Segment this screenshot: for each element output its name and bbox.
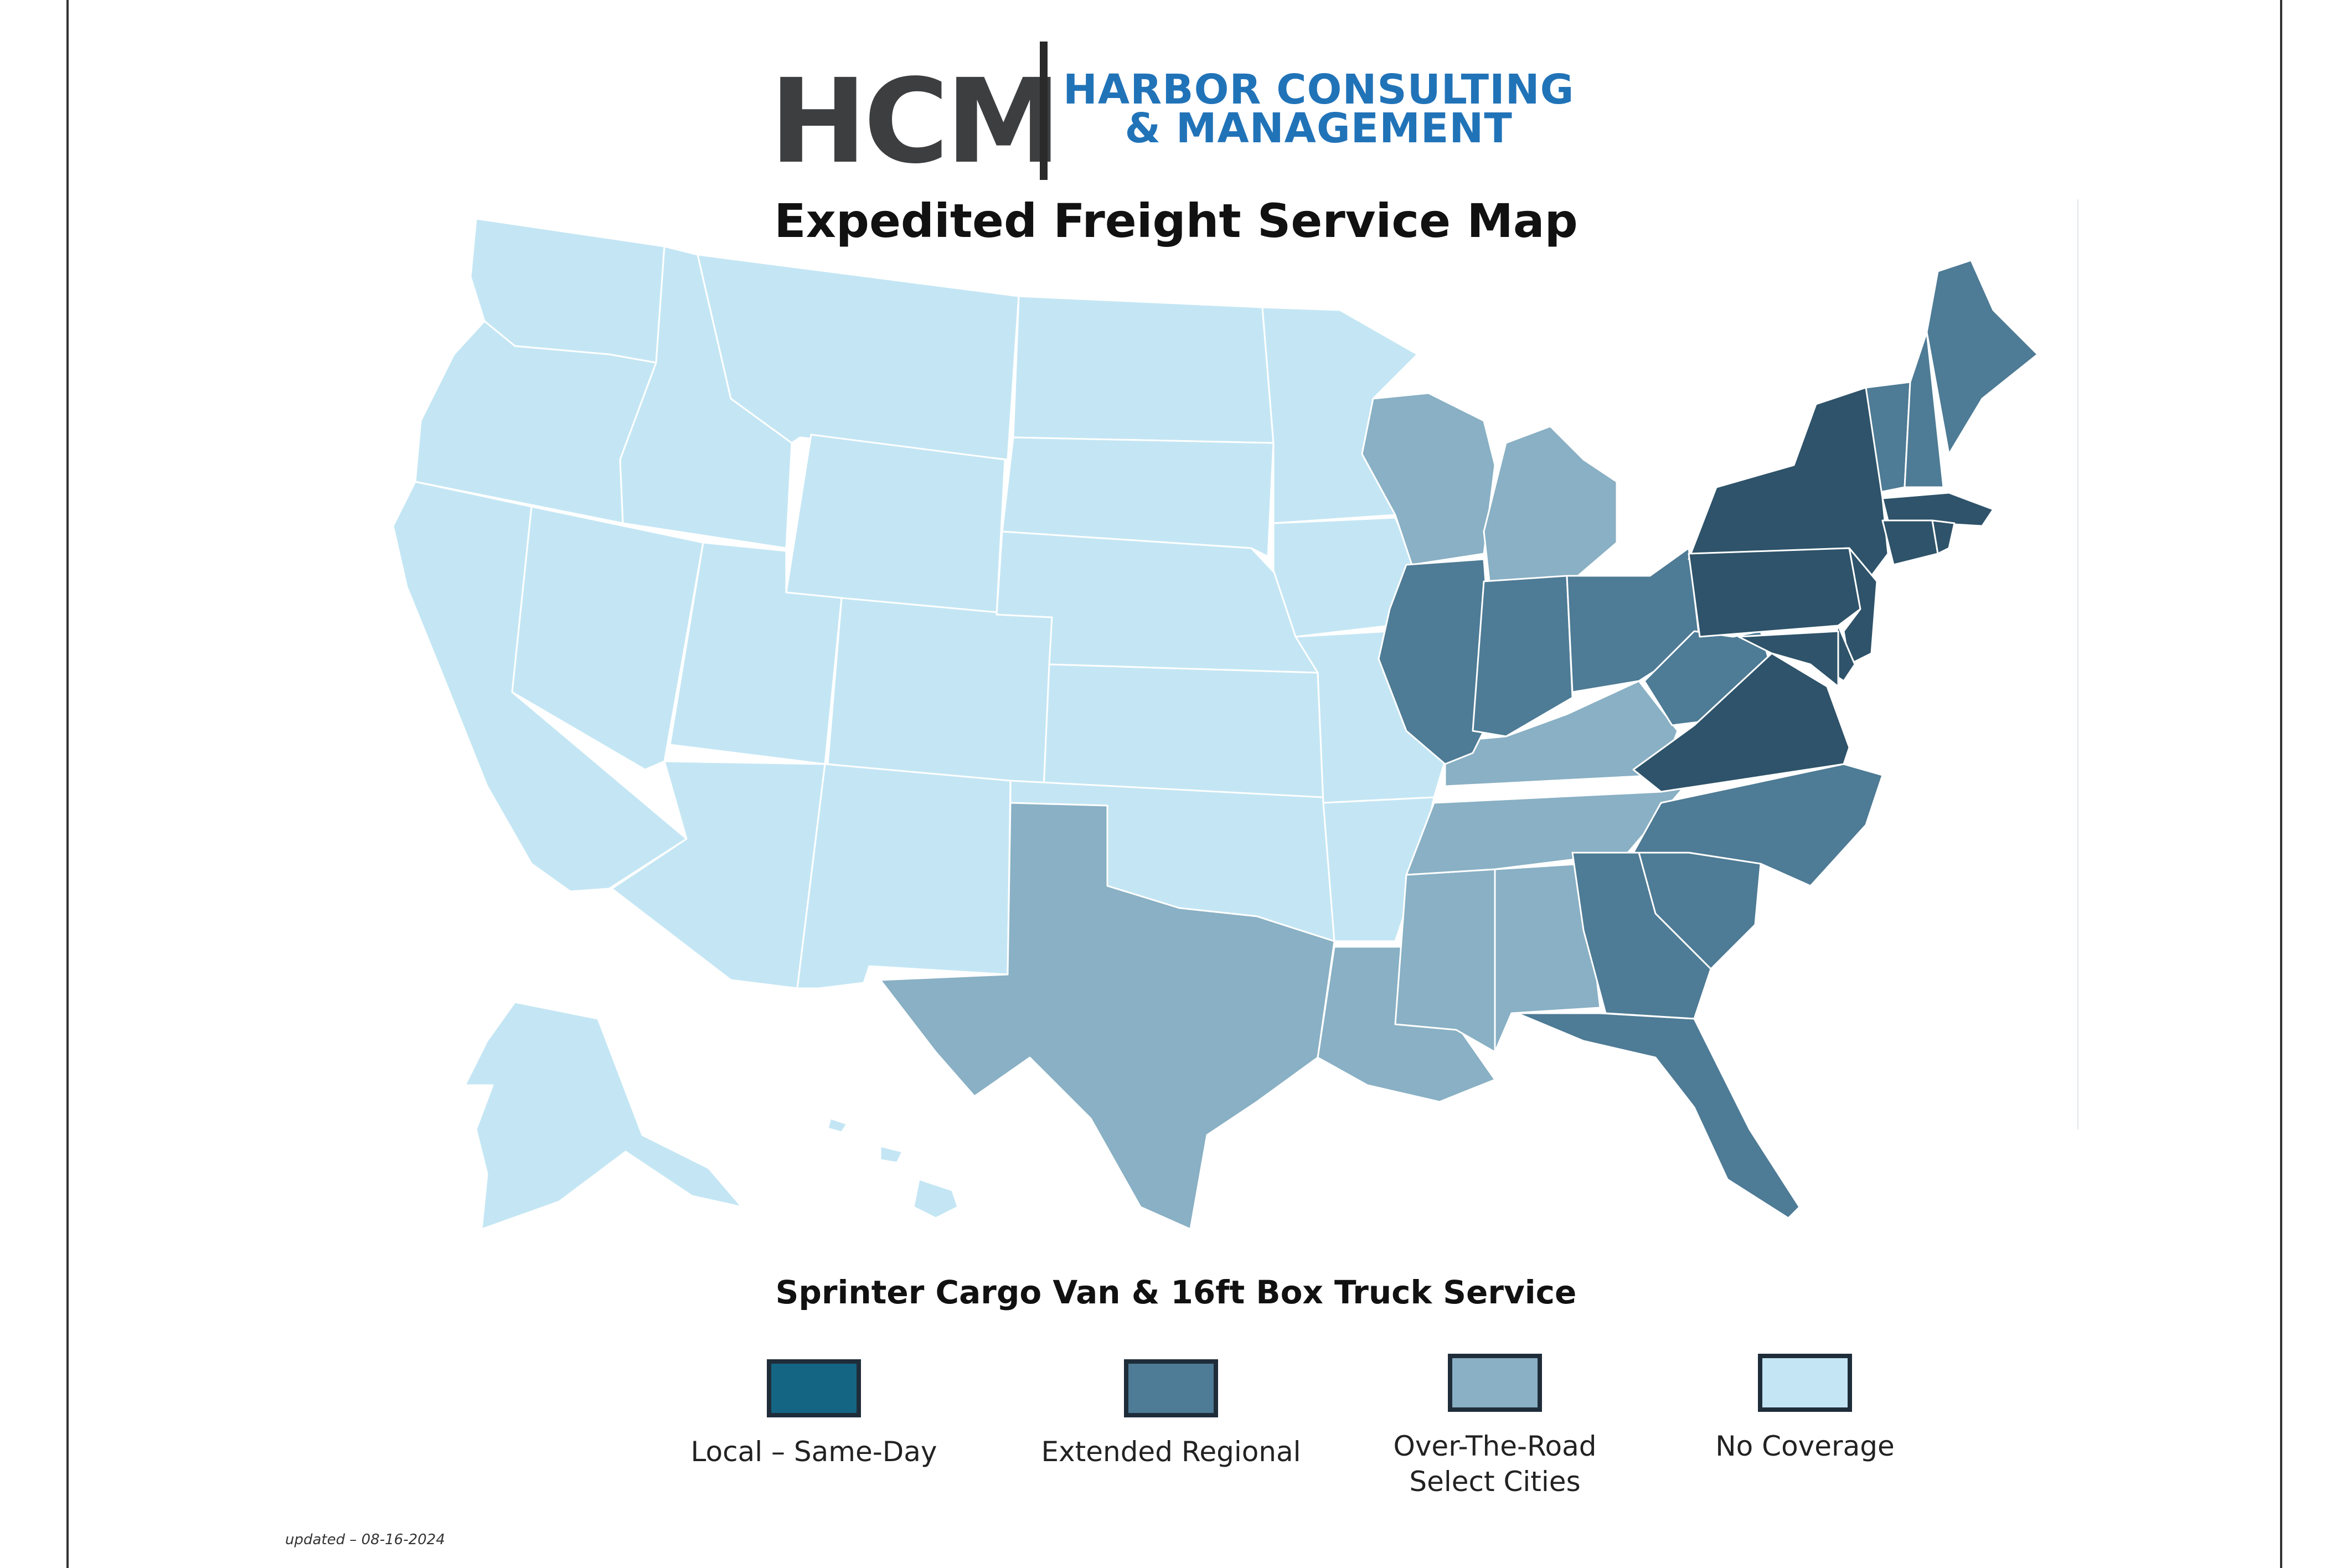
map-title: Expedited Freight Service Map [774,194,1578,248]
legend-swatch [767,1359,861,1417]
state-ky [1444,680,1679,787]
legend-label-line1: Local – Same-Day [690,1436,937,1468]
legend-swatch [1448,1354,1542,1412]
state-wi [1361,392,1496,566]
state-ak [464,1001,743,1230]
state-az [611,760,826,989]
logo-name-line1: HARBOR CONSULTING [1063,66,1575,114]
state-pa [1688,547,1861,638]
state-tx [879,802,1335,1230]
legend-label-line1: Over-The-Road [1393,1430,1597,1462]
legend-label: Local – Same-Day [670,1434,958,1469]
legend-over-the-road: Over-The-Road Select Cities [1351,1354,1639,1499]
updated-date: updated – 08-16-2024 [285,1531,445,1548]
state-ms [1394,868,1496,1053]
logo-mark: HCM [770,54,1061,189]
service-subtitle: Sprinter Cargo Van & 16ft Box Truck Serv… [775,1273,1577,1311]
logo-name-line2: & MANAGEMENT [1125,105,1513,152]
state-ri [1931,519,1956,555]
state-al [1494,863,1601,1053]
state-ny [1688,386,1889,577]
state-nm [796,763,1012,989]
legend-no-coverage: No Coverage [1661,1354,1949,1464]
state-md [1737,630,1839,688]
state-va [1632,652,1850,793]
legend-swatch [1758,1354,1852,1412]
legend-label: No Coverage [1661,1428,1949,1464]
state-ct [1881,519,1939,566]
state-sd [1001,436,1275,558]
state-ma [1881,492,1994,527]
state-hi [912,1178,959,1219]
state-ga [1571,852,1712,1020]
legend-extended-regional: Extended Regional [1027,1359,1315,1469]
legend-label: Extended Regional [1027,1434,1315,1469]
left-border [66,0,69,1568]
state-nd [1012,295,1275,444]
state-nv [511,506,704,771]
state-in [1472,575,1574,737]
state-ks [1043,663,1324,801]
legend-local-same-day: Local – Same-Day [670,1359,958,1469]
us-service-map [392,218,2039,1230]
logo-divider [1040,42,1048,180]
legend-label-line2: Select Cities [1409,1466,1581,1498]
legend-label-line1: Extended Regional [1041,1436,1301,1468]
state-wy [785,434,1006,616]
state-co [827,597,1053,787]
state-nh [1904,331,1944,488]
state-mi [1483,425,1618,582]
state-me [1926,259,2039,455]
logo-company-name: HARBOR CONSULTING & MANAGEMENT [1063,66,1575,152]
state-hi-oahu [827,1117,848,1133]
company-logo: HCM HARBOR CONSULTING & MANAGEMENT [770,42,1600,185]
legend-label-line1: No Coverage [1715,1430,1895,1462]
state-hi-maui [879,1145,904,1164]
state-fl [1516,1012,1801,1219]
divider-line [2077,199,2078,1129]
legend-label: Over-The-Road Select Cities [1351,1428,1639,1499]
legend-swatch [1124,1359,1218,1417]
right-border [2280,0,2282,1568]
